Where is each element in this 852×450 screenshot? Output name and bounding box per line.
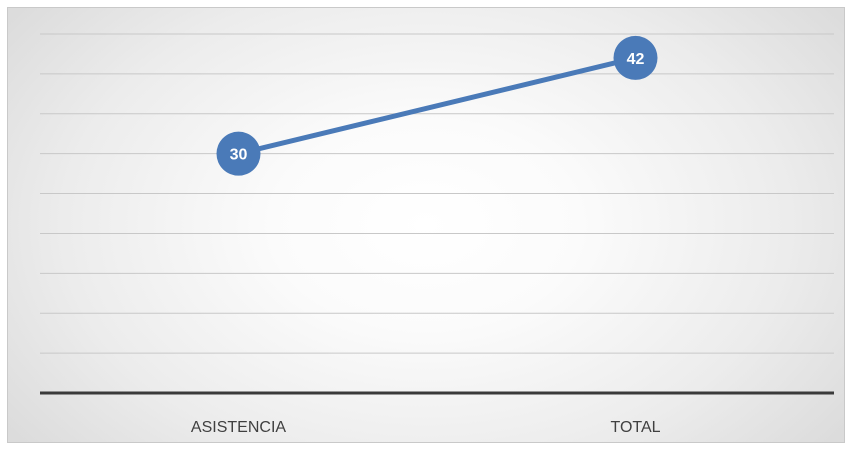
data-label: 30 — [230, 147, 248, 164]
series-layer: 30 42 — [216, 35, 658, 176]
data-point-marker — [613, 35, 658, 80]
chart-area: 30 42 ASISTENCIA TOTAL — [7, 7, 845, 443]
data-point-marker — [216, 131, 261, 176]
series-line — [236, 55, 638, 157]
x-tick-label: TOTAL — [610, 419, 660, 436]
gridlines — [40, 33, 834, 354]
data-label: 42 — [627, 51, 645, 68]
x-axis-ticks: ASISTENCIA TOTAL — [191, 419, 661, 436]
x-tick-label: ASISTENCIA — [191, 419, 286, 436]
line-chart: 30 42 ASISTENCIA TOTAL — [40, 33, 834, 436]
